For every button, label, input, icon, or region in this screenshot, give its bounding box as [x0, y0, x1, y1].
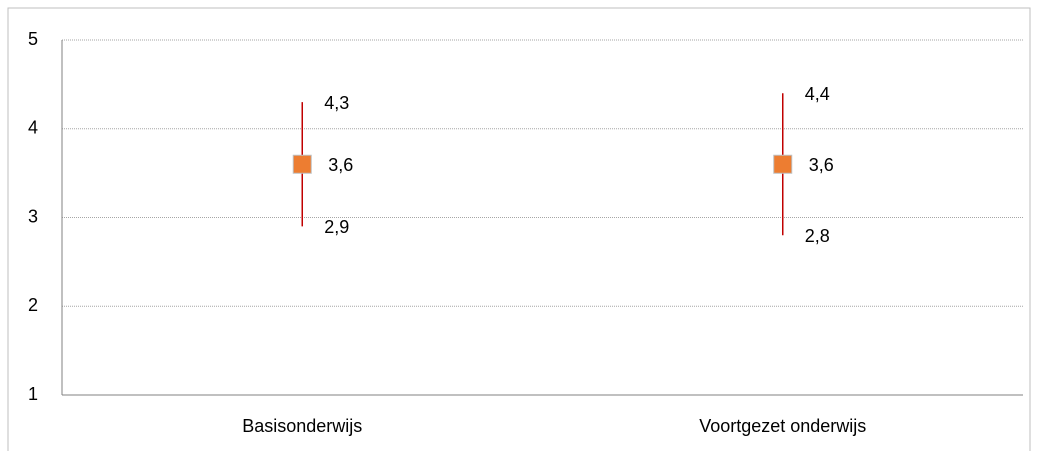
- mean-marker: [773, 154, 793, 174]
- y-tick-label: 2: [28, 295, 38, 315]
- mean-marker: [292, 154, 312, 174]
- low-label: 2,8: [805, 226, 830, 246]
- low-label: 2,9: [324, 217, 349, 237]
- high-label: 4,3: [324, 93, 349, 113]
- y-tick-label: 5: [28, 29, 38, 49]
- mean-label: 3,6: [809, 155, 834, 175]
- mean-label: 3,6: [328, 155, 353, 175]
- x-tick-label: Basisonderwijs: [242, 416, 362, 436]
- x-tick-label: Voortgezet onderwijs: [699, 416, 866, 436]
- y-tick-label: 4: [28, 118, 38, 138]
- y-tick-label: 1: [28, 384, 38, 404]
- high-label: 4,4: [805, 84, 830, 104]
- y-tick-label: 3: [28, 206, 38, 226]
- frame: [7, 7, 1031, 451]
